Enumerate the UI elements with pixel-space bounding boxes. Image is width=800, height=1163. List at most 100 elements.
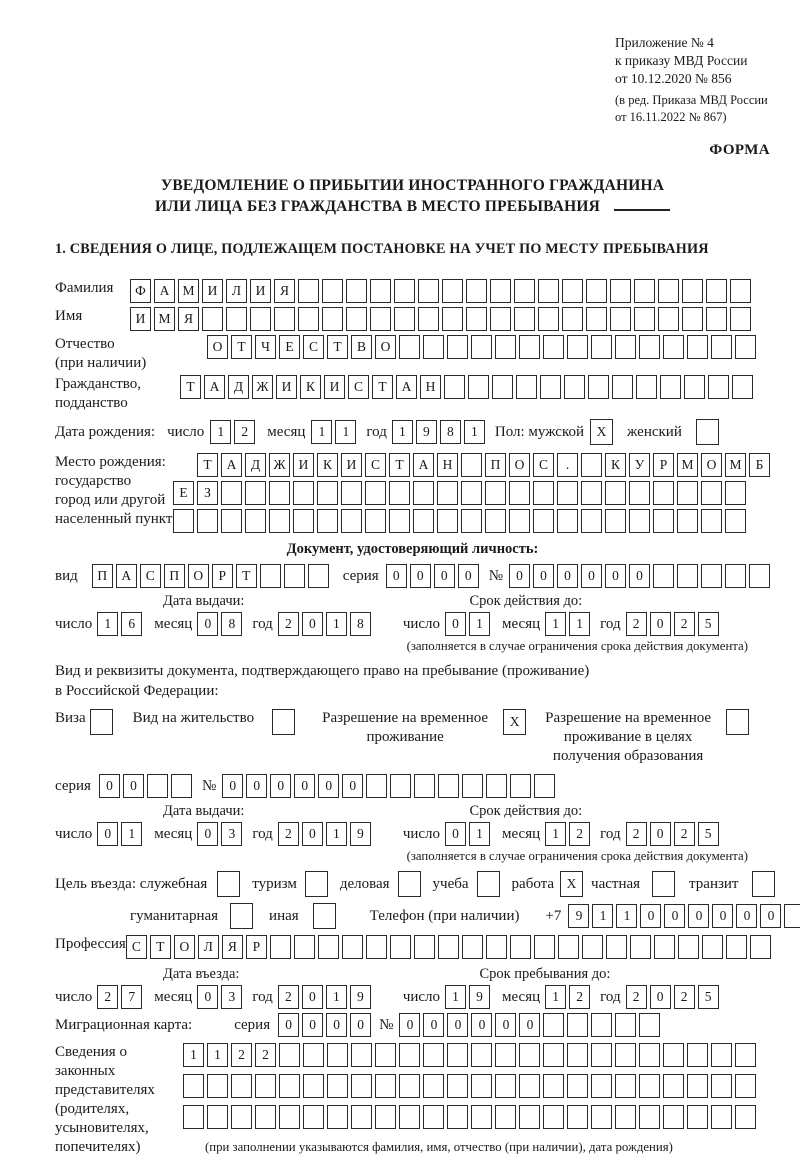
char-box[interactable]: Ж [252, 375, 273, 399]
char-box[interactable]: X [503, 709, 527, 735]
char-box[interactable] [682, 307, 703, 331]
char-box[interactable]: 0 [649, 822, 671, 846]
char-box[interactable]: Е [173, 481, 194, 505]
char-box[interactable] [663, 1043, 684, 1067]
char-box[interactable]: 0 [197, 822, 219, 846]
char-box[interactable]: 2 [625, 985, 647, 1009]
char-box[interactable] [509, 935, 531, 959]
char-box[interactable] [639, 335, 660, 359]
char-box[interactable] [389, 509, 410, 533]
char-box[interactable] [399, 1043, 420, 1067]
char-box[interactable]: 2 [673, 985, 695, 1009]
char-box[interactable]: Т [231, 335, 252, 359]
char-box[interactable] [725, 935, 747, 959]
char-box[interactable] [197, 509, 218, 533]
char-box[interactable] [476, 871, 500, 897]
char-box[interactable] [461, 935, 483, 959]
char-box[interactable] [317, 509, 338, 533]
char-box[interactable]: 1 [325, 985, 347, 1009]
char-box[interactable] [581, 935, 603, 959]
char-box[interactable]: 7 [121, 985, 143, 1009]
char-box[interactable]: Р [245, 935, 267, 959]
char-box[interactable] [202, 307, 223, 331]
char-box[interactable] [586, 307, 607, 331]
char-box[interactable] [629, 509, 650, 533]
char-box[interactable]: 1 [469, 612, 491, 636]
char-box[interactable]: П [485, 453, 506, 477]
char-box[interactable]: 0 [302, 1013, 324, 1037]
char-box[interactable] [519, 1105, 540, 1129]
char-box[interactable]: 1 [569, 612, 591, 636]
char-box[interactable]: 0 [736, 904, 758, 928]
char-box[interactable] [279, 1105, 300, 1129]
char-box[interactable]: 1 [545, 985, 567, 1009]
char-box[interactable] [701, 509, 722, 533]
char-box[interactable] [444, 375, 465, 399]
char-box[interactable] [711, 335, 732, 359]
char-box[interactable] [557, 935, 579, 959]
char-box[interactable] [341, 509, 362, 533]
char-box[interactable] [653, 935, 675, 959]
char-box[interactable] [370, 279, 391, 303]
char-box[interactable] [317, 481, 338, 505]
char-box[interactable]: Л [226, 279, 247, 303]
char-box[interactable] [230, 903, 254, 929]
char-box[interactable]: 0 [246, 774, 268, 798]
char-box[interactable]: 9 [568, 904, 590, 928]
char-box[interactable] [610, 279, 631, 303]
char-box[interactable]: П [91, 564, 113, 588]
char-box[interactable] [543, 1043, 564, 1067]
char-box[interactable]: И [276, 375, 297, 399]
char-box[interactable] [397, 871, 421, 897]
char-box[interactable]: 2 [569, 985, 591, 1009]
char-box[interactable] [581, 509, 602, 533]
char-box[interactable]: 1 [616, 904, 638, 928]
char-box[interactable]: 1 [592, 904, 614, 928]
char-box[interactable] [540, 375, 561, 399]
char-box[interactable] [629, 481, 650, 505]
char-box[interactable] [351, 1074, 372, 1098]
char-box[interactable]: 0 [629, 564, 650, 588]
char-box[interactable] [466, 307, 487, 331]
char-box[interactable] [255, 1105, 276, 1129]
char-box[interactable] [304, 871, 328, 897]
char-box[interactable] [519, 1043, 540, 1067]
char-box[interactable]: 0 [457, 564, 479, 588]
char-box[interactable] [492, 375, 513, 399]
char-box[interactable] [735, 335, 756, 359]
char-box[interactable] [303, 1074, 324, 1098]
char-box[interactable]: 8 [439, 420, 461, 444]
char-box[interactable] [413, 935, 435, 959]
char-box[interactable] [346, 307, 367, 331]
char-box[interactable] [543, 335, 564, 359]
char-box[interactable] [389, 481, 410, 505]
char-box[interactable]: 0 [301, 985, 323, 1009]
sex-female-checkbox[interactable] [695, 419, 719, 445]
char-box[interactable] [725, 481, 746, 505]
char-box[interactable] [341, 935, 363, 959]
char-box[interactable]: . [557, 453, 578, 477]
char-box[interactable] [516, 375, 537, 399]
char-box[interactable]: 1 [545, 822, 567, 846]
char-box[interactable]: 2 [673, 612, 695, 636]
char-box[interactable]: 1 [325, 612, 347, 636]
char-box[interactable]: С [348, 375, 369, 399]
char-box[interactable] [711, 1074, 732, 1098]
char-box[interactable] [784, 904, 800, 928]
char-box[interactable] [495, 1043, 516, 1067]
char-box[interactable] [437, 935, 459, 959]
char-box[interactable]: 0 [509, 564, 530, 588]
char-box[interactable]: 0 [640, 904, 662, 928]
char-box[interactable] [752, 871, 776, 897]
char-box[interactable] [468, 375, 489, 399]
char-box[interactable]: Я [221, 935, 243, 959]
char-box[interactable]: 2 [255, 1043, 276, 1067]
char-box[interactable] [687, 335, 708, 359]
